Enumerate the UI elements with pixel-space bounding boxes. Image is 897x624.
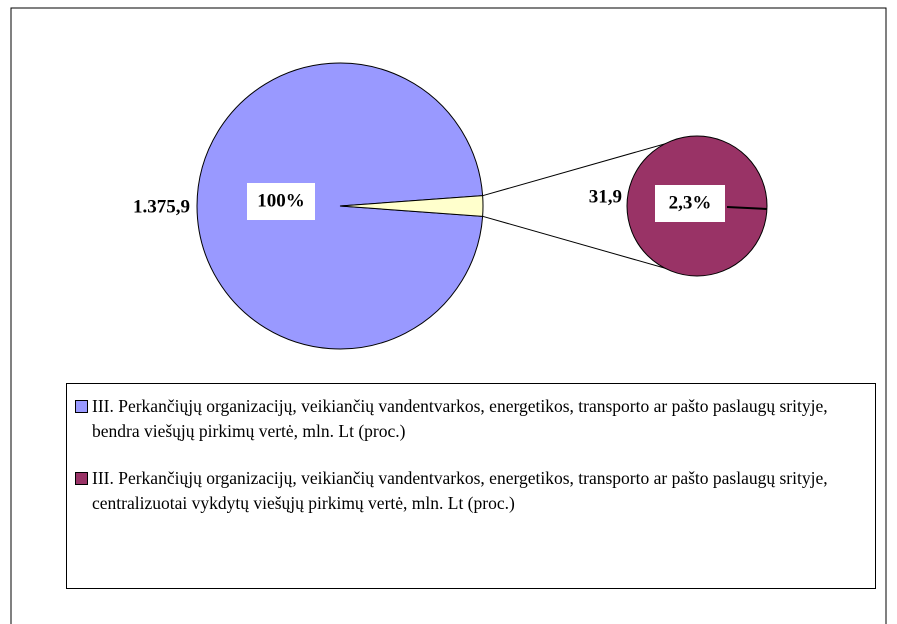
data-label: 1.375,9 <box>133 196 190 217</box>
pie-slice <box>339 195 484 217</box>
legend-entry: III. Perkančiųjų organizacijų, veikianči… <box>75 394 875 444</box>
legend-entry: III. Perkančiųjų organizacijų, veikianči… <box>75 466 875 516</box>
legend: III. Perkančiųjų organizacijų, veikianči… <box>66 383 876 589</box>
label-box <box>247 183 315 220</box>
legend-swatch <box>75 400 88 413</box>
percent-label: 2,3% <box>669 192 712 213</box>
connector <box>482 136 690 197</box>
legend-text: III. Perkančiųjų organizacijų, veikianči… <box>92 468 828 513</box>
percent-label: 100% <box>257 190 305 211</box>
pie-slice <box>196 62 484 350</box>
legend-swatch <box>75 472 88 485</box>
chart-border <box>10 7 887 624</box>
label-box <box>655 185 725 222</box>
slice-edge <box>726 206 768 210</box>
connector <box>482 215 690 276</box>
data-label: 31,9 <box>589 186 622 207</box>
legend-text: III. Perkančiųjų organizacijų, veikianči… <box>92 396 828 441</box>
